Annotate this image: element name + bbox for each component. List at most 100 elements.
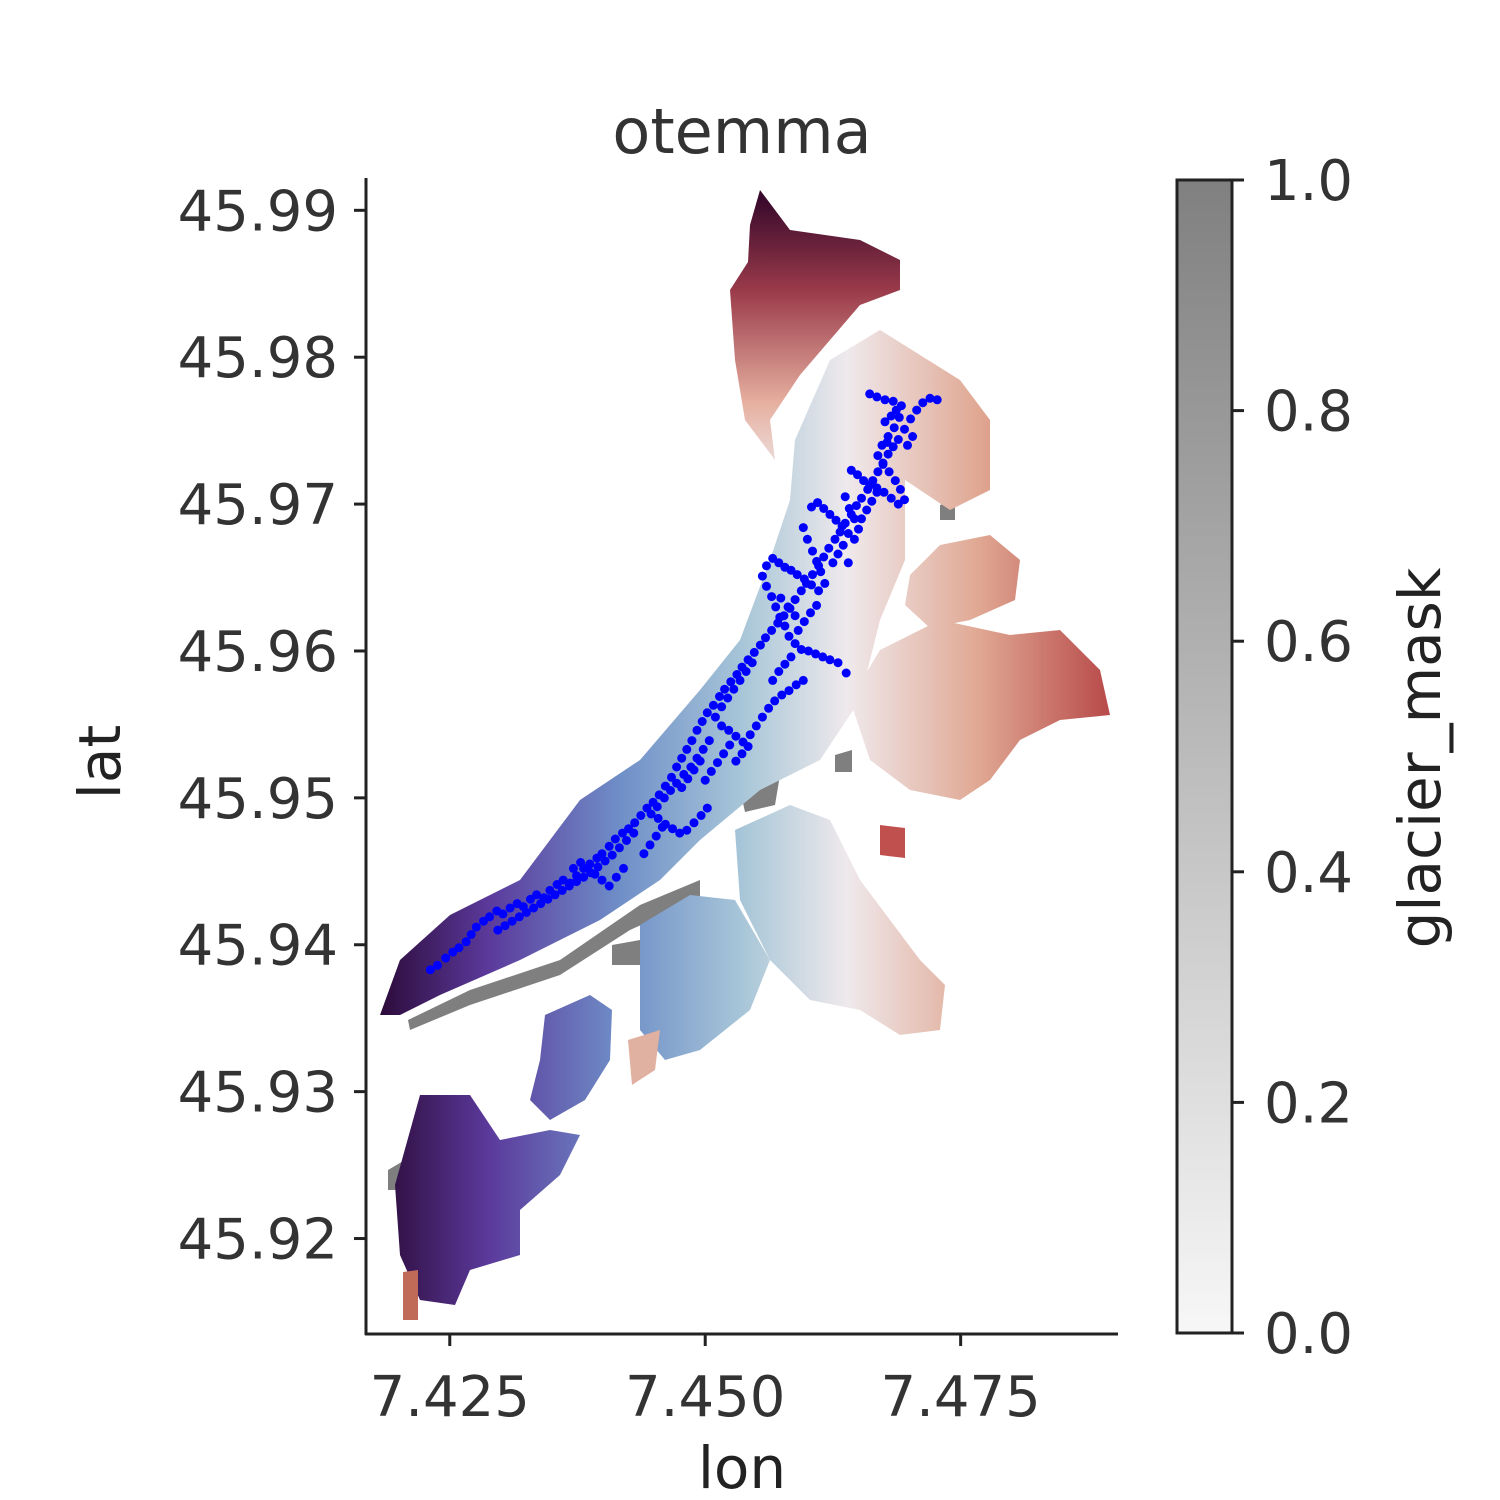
track-point — [667, 772, 676, 782]
track-point — [764, 703, 774, 713]
track-point — [645, 840, 655, 850]
track-point — [774, 667, 784, 676]
track-point — [843, 558, 853, 568]
track-point — [706, 766, 716, 776]
track-point — [806, 608, 815, 618]
track-point — [543, 894, 553, 904]
track-point — [851, 501, 861, 511]
track-point — [893, 499, 903, 509]
colorbar — [1175, 178, 1234, 1335]
track-point — [830, 534, 840, 544]
track-point — [622, 836, 631, 845]
track-point — [755, 640, 765, 650]
track-point — [843, 529, 853, 538]
y-tick-label: 45.94 — [178, 914, 338, 979]
track-point — [493, 925, 503, 935]
track-point — [808, 570, 817, 580]
track-point — [895, 484, 905, 494]
track-point — [816, 567, 826, 577]
colorbar-tick-label: 0.2 — [1264, 1071, 1353, 1136]
track-point — [597, 849, 607, 859]
track-point — [441, 953, 451, 963]
track-point — [872, 392, 882, 402]
track-point — [600, 856, 610, 866]
track-point — [471, 922, 481, 932]
track-point — [651, 831, 661, 841]
track-point — [731, 756, 741, 766]
track-point — [770, 696, 780, 706]
track-point — [833, 658, 843, 668]
track-point — [880, 417, 890, 427]
track-point — [908, 432, 918, 441]
track-point — [735, 675, 745, 685]
track-point — [865, 389, 875, 399]
track-point — [872, 487, 882, 497]
track-point — [702, 708, 712, 718]
track-point — [784, 686, 794, 696]
track-point — [698, 744, 708, 754]
track-point — [799, 617, 809, 627]
track-point — [745, 730, 755, 740]
track-point — [514, 912, 524, 922]
track-point — [757, 712, 767, 722]
track-point — [568, 863, 578, 873]
track-point — [799, 574, 809, 584]
track-point — [798, 675, 808, 685]
track-point — [723, 693, 733, 703]
track-point — [790, 639, 800, 649]
track-point — [433, 960, 442, 970]
track-point — [790, 611, 800, 621]
x-axis-ticks: 7.425 7.450 7.475 — [370, 1334, 1041, 1430]
track-point — [557, 885, 567, 895]
track-point — [666, 786, 675, 795]
track-point — [682, 744, 692, 754]
y-tick-label: 45.95 — [178, 767, 338, 832]
track-point — [629, 828, 639, 838]
track-point — [912, 405, 922, 415]
flight-track-points — [425, 389, 942, 975]
track-point — [878, 459, 888, 469]
track-point — [653, 813, 663, 823]
track-point — [466, 930, 476, 939]
track-point — [590, 869, 600, 879]
track-point — [583, 863, 593, 873]
track-point — [807, 580, 816, 590]
track-point — [689, 765, 699, 775]
track-point — [846, 465, 856, 475]
track-point — [890, 476, 900, 486]
track-point — [425, 965, 435, 975]
track-point — [838, 540, 848, 550]
track-point — [659, 793, 669, 803]
track-point — [925, 393, 935, 403]
track-point — [715, 692, 724, 701]
track-point — [807, 502, 816, 512]
y-tick-label: 45.97 — [178, 473, 338, 538]
track-point — [873, 467, 883, 477]
track-point — [724, 725, 734, 735]
track-point — [841, 668, 851, 678]
track-point — [696, 811, 706, 820]
track-point — [780, 659, 790, 669]
y-tick-label: 45.96 — [178, 620, 338, 685]
track-point — [862, 505, 872, 515]
track-point — [837, 521, 847, 531]
track-point — [702, 803, 712, 813]
track-point — [867, 496, 877, 506]
track-point — [485, 912, 495, 922]
track-point — [677, 783, 687, 793]
track-point — [808, 546, 817, 556]
track-point — [597, 875, 607, 885]
track-point — [771, 602, 781, 612]
track-point — [710, 712, 720, 722]
y-tick-label: 45.92 — [178, 1208, 338, 1273]
track-point — [757, 571, 767, 581]
track-point — [700, 775, 710, 785]
track-point — [884, 467, 894, 477]
track-point — [611, 872, 621, 882]
track-point — [677, 753, 687, 763]
track-point — [767, 625, 777, 635]
track-point — [704, 736, 714, 746]
track-point — [672, 762, 682, 772]
track-point — [894, 412, 904, 422]
glacier-map-layer — [380, 190, 1110, 1320]
